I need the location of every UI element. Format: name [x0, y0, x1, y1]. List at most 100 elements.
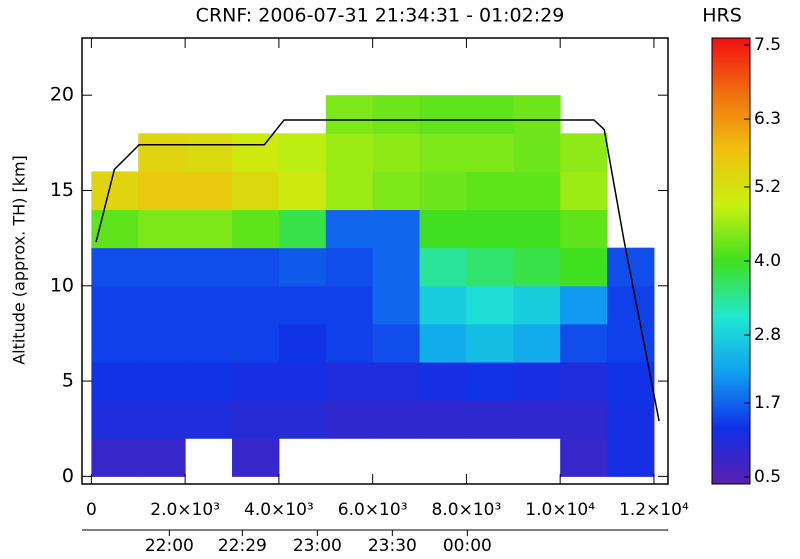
x2-tick-label: 23:00: [293, 536, 342, 556]
field-cell: [419, 323, 467, 363]
field-cell: [419, 362, 467, 401]
field-cell: [560, 285, 608, 325]
field-cell: [278, 209, 327, 249]
field-cell: [513, 95, 561, 134]
flight-altitude-line: [95, 119, 660, 422]
field-cell: [138, 247, 186, 287]
field-cell: [560, 133, 608, 172]
field-cell: [185, 362, 233, 401]
field-cell: [560, 247, 608, 287]
colorbar-tick-label: 6.3: [754, 109, 781, 129]
field-cell: [91, 209, 139, 249]
field-cell: [232, 323, 280, 363]
field-cell: [560, 362, 608, 401]
field-cell: [372, 247, 421, 287]
field-cell: [466, 171, 514, 211]
field-cell: [91, 323, 139, 363]
field-cell: [325, 400, 374, 439]
chart-title: CRNF: 2006-07-31 21:34:31 - 01:02:29: [196, 5, 565, 27]
field-cell: [278, 285, 327, 325]
field-cell: [419, 247, 467, 287]
field-cell: [466, 95, 514, 134]
field-cell: [560, 323, 608, 363]
field-cell: [325, 285, 374, 325]
field-cell: [138, 362, 186, 401]
field-cell: [278, 171, 327, 211]
field-cell: [466, 133, 514, 172]
colorbar-tick-label: 0.5: [754, 467, 781, 487]
title-unit: HRS: [702, 5, 742, 27]
field-cell: [560, 438, 608, 477]
field-cell: [325, 171, 374, 211]
field-cell: [607, 362, 655, 401]
field-cell: [232, 438, 280, 477]
field-cell: [91, 247, 139, 287]
colorbar-tick-label: 4.0: [754, 251, 781, 271]
field-cell: [232, 400, 280, 439]
field-cell: [138, 209, 186, 249]
field-cell: [325, 95, 374, 134]
field-cell: [372, 209, 421, 249]
field-cell: [91, 285, 139, 325]
field-cell: [560, 400, 608, 439]
field-cell: [278, 133, 327, 172]
colorbar-tick-label: 5.2: [754, 177, 781, 197]
field-cell: [325, 209, 374, 249]
field-cell: [232, 209, 280, 249]
x-tick-label: 1.2×10⁴: [619, 500, 689, 520]
colorbar-tick-label: 1.7: [754, 393, 781, 413]
y-tick-label: 20: [50, 84, 74, 106]
field-cell: [419, 171, 467, 211]
y-tick-label: 5: [62, 370, 74, 392]
field-cell: [560, 171, 608, 211]
field-cell: [419, 209, 467, 249]
field-cell: [513, 247, 561, 287]
field-cell: [278, 323, 327, 363]
field-cell: [91, 362, 139, 401]
field-cell: [138, 171, 186, 211]
field-cell: [91, 400, 139, 439]
field: [91, 95, 655, 477]
field-cell: [466, 323, 514, 363]
field-cell: [513, 323, 561, 363]
field-cell: [278, 247, 327, 287]
field-cell: [419, 285, 467, 325]
y-axis-label: Altitude (approx. TH) [km]: [10, 155, 29, 365]
field-cell: [372, 285, 421, 325]
field-cell: [138, 133, 186, 172]
field-cell: [325, 247, 374, 287]
field-cell: [372, 400, 421, 439]
field-cell: [185, 209, 233, 249]
colorbar-tick-label: 2.8: [754, 325, 781, 345]
field-cell: [278, 362, 327, 401]
field-cell: [185, 323, 233, 363]
y-tick-label: 0: [62, 465, 74, 487]
field-cell: [185, 133, 233, 172]
field-cell: [185, 285, 233, 325]
field-cell: [513, 133, 561, 172]
field-cell: [513, 209, 561, 249]
field-cell: [138, 438, 186, 477]
x-tick-label: 8.0×10³: [432, 500, 502, 520]
field-cell: [91, 171, 139, 211]
field-cell: [372, 323, 421, 363]
field-cell: [232, 285, 280, 325]
field-cell: [232, 171, 280, 211]
field-cell: [419, 400, 467, 439]
colorbar-tick-label: 7.5: [754, 35, 781, 55]
field-cell: [185, 400, 233, 439]
field-cell: [466, 400, 514, 439]
field-cell: [513, 400, 561, 439]
field-cell: [513, 171, 561, 211]
field-cell: [607, 438, 655, 477]
field-cell: [513, 285, 561, 325]
x-tick-label: 1.0×10⁴: [525, 500, 595, 520]
x-tick-label: 4.0×10³: [244, 500, 314, 520]
field-cell: [138, 400, 186, 439]
x-tick-label: 2.0×10³: [150, 500, 220, 520]
field-cell: [560, 209, 608, 249]
field-cell: [91, 438, 139, 477]
x-tick-label: 6.0×10³: [338, 500, 408, 520]
field-cell: [232, 133, 280, 172]
